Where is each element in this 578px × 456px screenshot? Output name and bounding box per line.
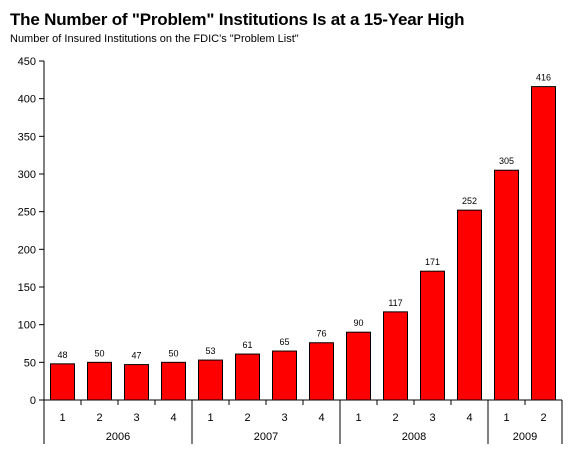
bar xyxy=(87,361,112,401)
bar xyxy=(457,209,482,401)
x-tick-label: 4 xyxy=(466,412,472,424)
bar xyxy=(235,353,260,401)
data-label: 305 xyxy=(499,156,514,166)
y-tick-label: 50 xyxy=(24,357,36,369)
data-label: 50 xyxy=(94,348,104,358)
x-tick-label: 2 xyxy=(96,412,102,424)
y-tick-label: 450 xyxy=(18,56,36,68)
x-tick-label: 1 xyxy=(207,412,213,424)
x-tick-label: 2 xyxy=(540,412,546,424)
x-tick-label: 1 xyxy=(503,412,509,424)
x-tick-label: 2 xyxy=(392,412,398,424)
x-tick-label: 2 xyxy=(244,412,250,424)
year-group-label: 2007 xyxy=(254,431,278,443)
y-tick-label: 100 xyxy=(18,320,36,332)
year-group-label: 2009 xyxy=(513,431,537,443)
data-label: 65 xyxy=(279,337,289,347)
bar xyxy=(494,169,519,401)
data-label: 47 xyxy=(131,351,141,361)
bar xyxy=(531,86,556,401)
data-label: 90 xyxy=(353,318,363,328)
data-label: 252 xyxy=(462,196,477,206)
data-label: 416 xyxy=(536,73,551,83)
y-tick-label: 300 xyxy=(18,169,36,181)
x-tick-label: 3 xyxy=(281,412,287,424)
y-tick-label: 250 xyxy=(18,207,36,219)
bar xyxy=(272,350,297,401)
data-label: 117 xyxy=(388,298,402,308)
y-tick-label: 400 xyxy=(18,94,36,106)
y-tick-label: 350 xyxy=(18,131,36,143)
bar xyxy=(420,270,445,401)
data-label: 48 xyxy=(57,350,67,360)
year-group-label: 2008 xyxy=(402,431,426,443)
data-label: 53 xyxy=(205,346,215,356)
data-label: 50 xyxy=(168,348,178,358)
x-tick-label: 4 xyxy=(318,412,324,424)
chart-title: The Number of "Problem" Institutions Is … xyxy=(10,10,465,29)
bar xyxy=(198,359,223,401)
data-label: 171 xyxy=(425,257,440,267)
bar xyxy=(383,311,408,401)
data-label: 76 xyxy=(316,329,326,339)
y-tick-label: 0 xyxy=(30,395,36,407)
chart-subtitle: Number of Insured Institutions on the FD… xyxy=(10,33,299,45)
x-tick-label: 3 xyxy=(133,412,139,424)
x-tick-label: 4 xyxy=(170,412,176,424)
y-tick-label: 200 xyxy=(18,244,36,256)
x-tick-label: 1 xyxy=(59,412,65,424)
bar xyxy=(309,342,334,401)
data-label: 61 xyxy=(242,340,252,350)
year-group-label: 2006 xyxy=(106,431,130,443)
bar xyxy=(346,331,371,401)
bar xyxy=(161,361,186,401)
x-tick-label: 1 xyxy=(355,412,361,424)
bar xyxy=(124,364,149,401)
y-tick-label: 150 xyxy=(18,282,36,294)
bar xyxy=(50,363,75,401)
x-tick-label: 3 xyxy=(429,412,435,424)
